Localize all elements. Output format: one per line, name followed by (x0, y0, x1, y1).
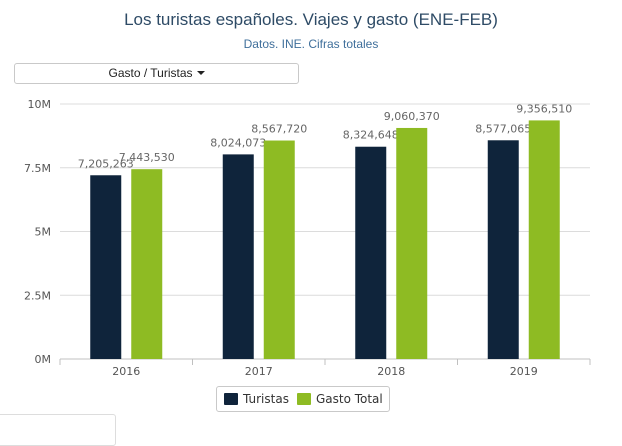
y-tick-label: 0M (35, 353, 52, 366)
chart-legend: Turistas Gasto Total (216, 386, 390, 412)
x-tick-label: 2017 (245, 365, 273, 378)
bar-turistas (90, 175, 122, 359)
chart-subtitle: Datos. INE. Cifras totales (243, 37, 379, 51)
data-label: 7,443,530 (119, 151, 175, 164)
data-label: 8,567,720 (251, 123, 307, 136)
legend-item-turistas[interactable]: Turistas (224, 392, 289, 406)
bar-gasto-total (528, 120, 560, 359)
legend-label-turistas: Turistas (243, 392, 289, 406)
y-tick-label: 2.5M (24, 289, 51, 302)
bar-turistas (487, 140, 519, 359)
data-label: 8,024,073 (210, 136, 266, 149)
bar-gasto-total (263, 140, 295, 359)
x-tick-label: 2019 (510, 365, 538, 378)
bottom-panel (0, 414, 116, 446)
metric-dropdown-label: Gasto / Turistas (108, 66, 193, 80)
legend-swatch-turistas (224, 393, 238, 405)
x-tick-label: 2016 (112, 365, 140, 378)
y-tick-label: 5M (35, 226, 52, 239)
caret-down-icon (196, 71, 205, 75)
y-tick-label: 7.5M (24, 162, 51, 175)
x-tick-label: 2018 (377, 365, 405, 378)
bar-turistas (355, 146, 387, 359)
data-label: 9,356,510 (516, 102, 572, 115)
data-label: 9,060,370 (384, 110, 440, 123)
data-label: 8,577,065 (475, 122, 531, 135)
data-label: 8,324,648 (343, 129, 399, 142)
bar-turistas (222, 154, 254, 359)
bar-gasto-total (396, 127, 428, 359)
y-tick-label: 10M (28, 98, 52, 111)
data-label: 7,205,263 (78, 157, 134, 170)
legend-swatch-gasto-total (296, 393, 311, 405)
bar-gasto-total (131, 169, 163, 359)
chart-title: Los turistas españoles. Viajes y gasto (… (124, 10, 498, 29)
metric-dropdown[interactable]: Gasto / Turistas (14, 63, 299, 84)
legend-label-gasto-total: Gasto Total (315, 392, 383, 406)
legend-item-gasto-total[interactable]: Gasto Total (296, 392, 383, 406)
